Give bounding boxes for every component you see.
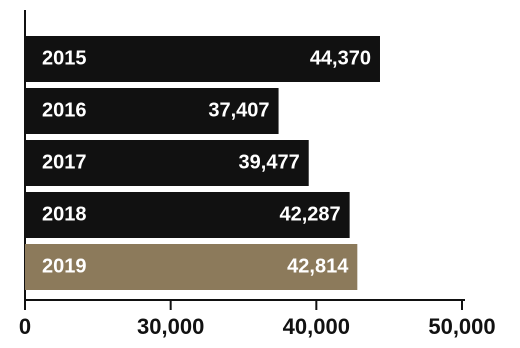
value-label: 39,477 (239, 151, 300, 173)
bar (25, 36, 380, 82)
category-label: 2019 (42, 255, 87, 277)
category-label: 2017 (42, 151, 87, 173)
bar (25, 88, 279, 134)
x-tick-label: 30,000 (137, 314, 204, 339)
bar (25, 192, 350, 238)
value-label: 37,407 (208, 99, 269, 121)
value-label: 44,370 (310, 47, 371, 69)
bar (25, 244, 358, 290)
x-tick-label: 40,000 (283, 314, 350, 339)
value-label: 42,287 (279, 203, 340, 225)
x-tick-label: 0 (19, 314, 31, 339)
bar (25, 140, 309, 186)
x-tick-label: 50,000 (428, 314, 495, 339)
value-label: 42,814 (287, 255, 349, 277)
category-label: 2015 (42, 47, 87, 69)
category-label: 2018 (42, 203, 87, 225)
category-label: 2016 (42, 99, 87, 121)
